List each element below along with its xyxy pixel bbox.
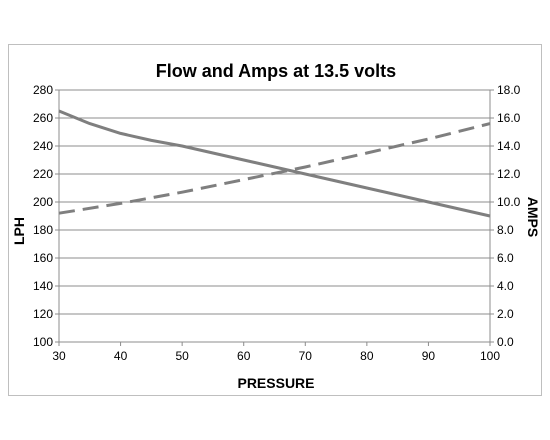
y2-tick-label: 6.0 (497, 251, 514, 265)
y2-tick-label: 4.0 (497, 279, 514, 293)
y2-tick-label: 16.0 (497, 111, 521, 125)
y2-tick-label: 0.0 (497, 335, 514, 349)
y2-tick-label: 12.0 (497, 167, 521, 181)
x-tick-label: 60 (237, 349, 251, 363)
x-tick-label: 30 (52, 349, 66, 363)
amps-series-line (58, 122, 491, 215)
y-tick-label: 260 (33, 111, 53, 125)
y-tick-label: 220 (33, 167, 53, 181)
y-tick-label: 200 (33, 195, 53, 209)
y-tick-label: 240 (33, 139, 53, 153)
series-group (58, 109, 491, 218)
lph-series-line (58, 109, 491, 218)
y2-tick-label: 18.0 (497, 83, 521, 97)
gridlines (59, 89, 490, 343)
x-tick-label: 70 (299, 349, 313, 363)
y-tick-label: 180 (33, 223, 53, 237)
x-tick-label: 40 (114, 349, 128, 363)
y-tick-label: 160 (33, 251, 53, 265)
x-axis-title: PRESSURE (237, 375, 314, 391)
y-axis-title: LPH (11, 217, 27, 245)
x-tick-label: 50 (175, 349, 189, 363)
x-axis-ticks: 30 40 50 60 70 80 90 100 (52, 342, 500, 363)
x-tick-label: 100 (480, 349, 500, 363)
y-tick-label: 120 (33, 307, 53, 321)
chart-svg: Flow and Amps at 13.5 volts 100 120 140 160… (11, 61, 541, 391)
y2-axis-title: AMPS (525, 197, 541, 237)
y-tick-label: 280 (33, 83, 53, 97)
chart-frame: Flow and Amps at 13.5 volts 100 120 140 160… (8, 44, 542, 396)
y2-tick-label: 10.0 (497, 195, 521, 209)
x-tick-label: 90 (422, 349, 436, 363)
y2-axis-ticks: 0.0 2.0 4.0 6.0 8.0 10.0 12.0 14.0 16.0 18.0 (489, 83, 521, 349)
chart-title: Flow and Amps at 13.5 volts (156, 61, 396, 81)
y-tick-label: 100 (33, 335, 53, 349)
y2-tick-label: 8.0 (497, 223, 514, 237)
y2-tick-label: 14.0 (497, 139, 521, 153)
y-tick-label: 140 (33, 279, 53, 293)
x-tick-label: 80 (360, 349, 374, 363)
y-axis-ticks: 100 120 140 160 180 200 220 240 260 280 (33, 83, 60, 349)
y2-tick-label: 2.0 (497, 307, 514, 321)
